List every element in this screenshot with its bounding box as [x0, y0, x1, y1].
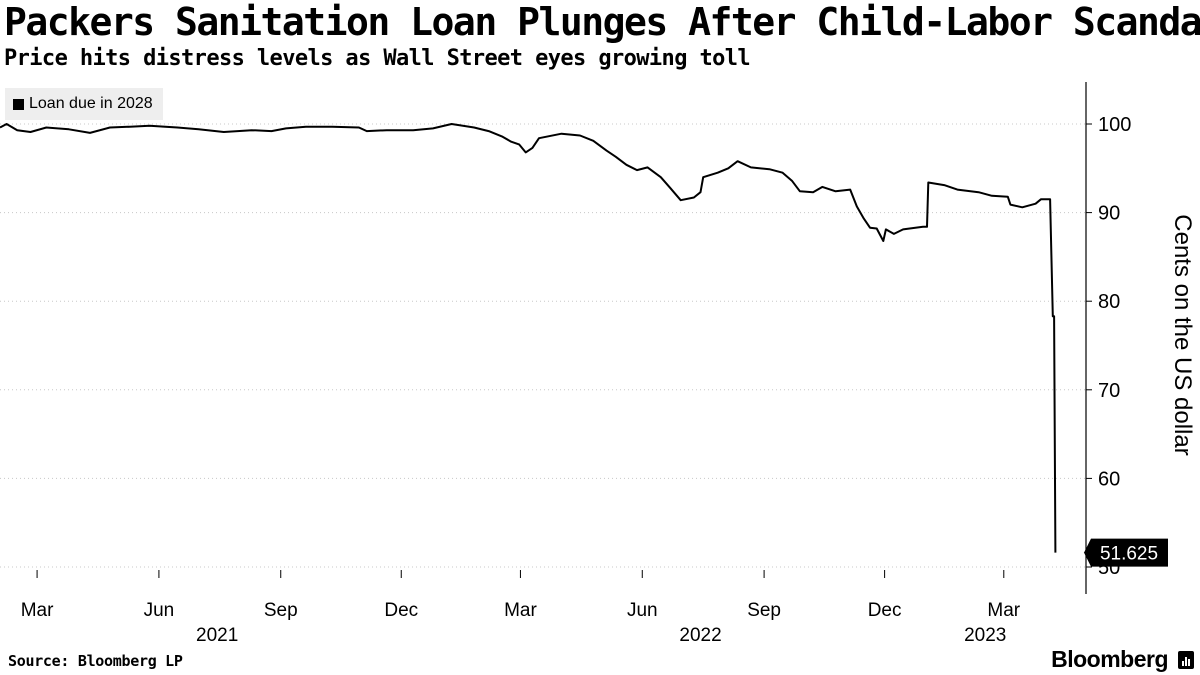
brand-logo: Bloomberg — [1051, 646, 1168, 672]
chart-legend: Loan due in 2028 — [5, 88, 163, 120]
x-tick-label: Mar — [21, 600, 54, 621]
last-value-badge — [1084, 538, 1168, 567]
x-tick-label: Dec — [868, 600, 902, 621]
y-tick-label: 70 — [1098, 380, 1120, 402]
series-line — [0, 123, 1057, 553]
x-year-label: 2023 — [964, 625, 1006, 646]
x-tick-label: Sep — [264, 600, 298, 621]
y-tick-label: 90 — [1098, 203, 1120, 225]
last-value-label: 51.625 — [1100, 544, 1158, 565]
bloomberg-terminal-icon — [1178, 651, 1194, 669]
legend-swatch — [13, 98, 24, 110]
y-tick-label: 100 — [1098, 114, 1131, 136]
chart-title: Packers Sanitation Loan Plunges After Ch… — [4, 0, 1200, 44]
x-tick-label: Sep — [747, 600, 781, 621]
y-axis-title: Cents on the US dollar — [1169, 214, 1196, 455]
y-tick-label: 60 — [1098, 468, 1120, 490]
chart-subtitle: Price hits distress levels as Wall Stree… — [4, 46, 751, 71]
x-tick-label: Jun — [627, 600, 658, 621]
x-tick-label: Jun — [144, 600, 175, 621]
legend-label: Loan due in 2028 — [29, 95, 153, 112]
x-tick-label: Mar — [504, 600, 537, 621]
x-year-label: 2021 — [196, 625, 238, 646]
y-tick-label: 80 — [1098, 291, 1120, 313]
x-tick-label: Dec — [384, 600, 418, 621]
x-tick-label: Mar — [987, 600, 1020, 621]
x-year-label: 2022 — [679, 625, 721, 646]
source-note: Source: Bloomberg LP — [8, 652, 183, 670]
